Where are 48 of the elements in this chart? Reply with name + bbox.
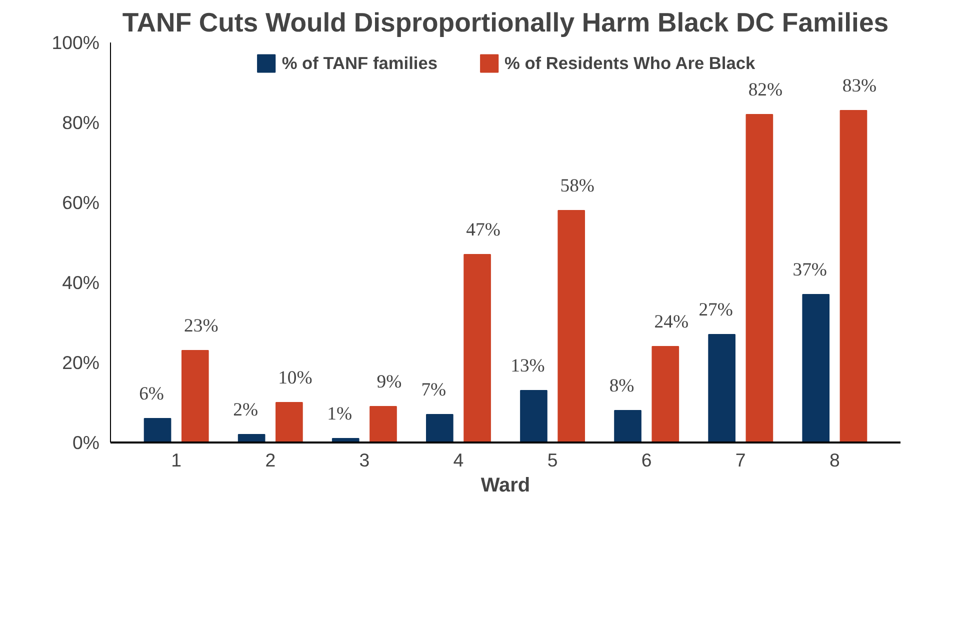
bar <box>558 210 585 442</box>
text: 83% <box>842 76 877 96</box>
y-tick-label: 20% <box>62 352 100 373</box>
chart-title: TANF Cuts Would Disproportionally Harm Black DC Families <box>122 8 889 38</box>
legend-label: % of Residents Who Are Black <box>504 52 756 74</box>
y-tick-label: 0% <box>72 432 100 453</box>
bar <box>652 346 680 442</box>
text: 1% <box>327 404 352 424</box>
x-axis-title: Ward <box>480 474 530 496</box>
x-tick-label: 4 <box>453 450 464 470</box>
text: 58% <box>560 176 594 196</box>
bar <box>746 114 774 442</box>
text: 37% <box>792 260 827 280</box>
text: 13% <box>510 356 545 376</box>
x-tick-label: 6 <box>641 450 652 470</box>
bar <box>708 334 736 442</box>
text: 24% <box>654 312 688 332</box>
x-tick-label: 3 <box>359 450 370 470</box>
y-tick-label: 40% <box>62 272 100 293</box>
bar <box>520 390 548 442</box>
text: 6% <box>139 384 164 404</box>
x-tick-label: 2 <box>265 450 276 470</box>
bar <box>614 410 642 442</box>
y-tick-label: 60% <box>62 192 100 213</box>
x-tick-label: 8 <box>829 450 840 470</box>
text: 7% <box>421 380 446 400</box>
bar <box>370 406 397 442</box>
bar <box>144 418 172 442</box>
text: 2% <box>233 400 258 420</box>
text: 27% <box>698 300 733 320</box>
text: 8% <box>609 376 634 396</box>
bar <box>464 254 491 442</box>
x-tick-label: 1 <box>171 450 182 470</box>
text: 23% <box>184 316 218 336</box>
text: 82% <box>748 80 783 100</box>
x-tick-label: 7 <box>735 450 746 470</box>
text: 9% <box>376 372 402 392</box>
bar <box>802 294 830 442</box>
bar <box>426 414 454 442</box>
text: 47% <box>466 220 500 240</box>
legend-label: % of TANF families <box>282 52 438 74</box>
bar <box>181 350 209 442</box>
bar <box>840 110 868 442</box>
y-tick-label: 80% <box>62 112 100 133</box>
y-tick-label: 100% <box>52 32 100 53</box>
bar <box>276 402 303 442</box>
text: 10% <box>278 368 312 388</box>
x-tick-label: 5 <box>547 450 558 470</box>
